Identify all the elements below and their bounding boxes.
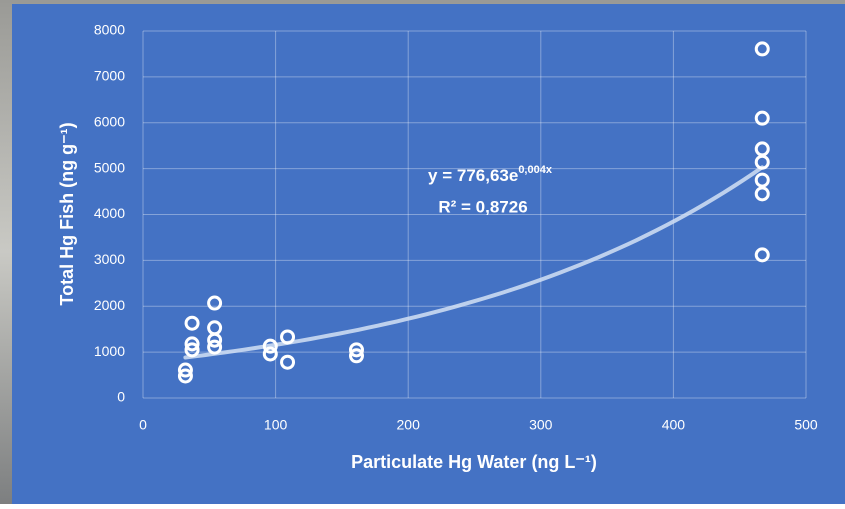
y-tick-label: 0 (117, 389, 125, 405)
y-tick-label: 4000 (94, 205, 125, 221)
y-tick-label: 2000 (94, 297, 125, 313)
equation-base: y = 776,63e (428, 166, 518, 185)
x-tick-label: 300 (529, 417, 553, 433)
y-tick-label: 1000 (94, 343, 125, 359)
chart-area (12, 4, 845, 504)
y-axis-title: Total Hg Fish (ng g⁻¹) (57, 122, 77, 305)
x-tick-label: 400 (662, 417, 686, 433)
r-squared: R² = 0,8726 (438, 197, 527, 216)
equation-exponent: 0,004x (518, 164, 553, 176)
y-tick-label: 7000 (94, 68, 125, 84)
chart: Total Hg Fish (ng g⁻¹) Particulate Hg Wa… (0, 0, 845, 504)
x-tick-label: 100 (264, 417, 288, 433)
x-tick-label: 500 (794, 417, 818, 433)
y-tick-label: 5000 (94, 159, 125, 175)
x-axis-title: Particulate Hg Water (ng L⁻¹) (351, 452, 597, 472)
page: Total Hg Fish (ng g⁻¹) Particulate Hg Wa… (0, 0, 845, 504)
y-tick-label: 6000 (94, 113, 125, 129)
x-tick-label: 0 (139, 417, 147, 433)
y-tick-label: 8000 (94, 22, 125, 38)
y-tick-label: 3000 (94, 251, 125, 267)
x-tick-label: 200 (397, 417, 421, 433)
